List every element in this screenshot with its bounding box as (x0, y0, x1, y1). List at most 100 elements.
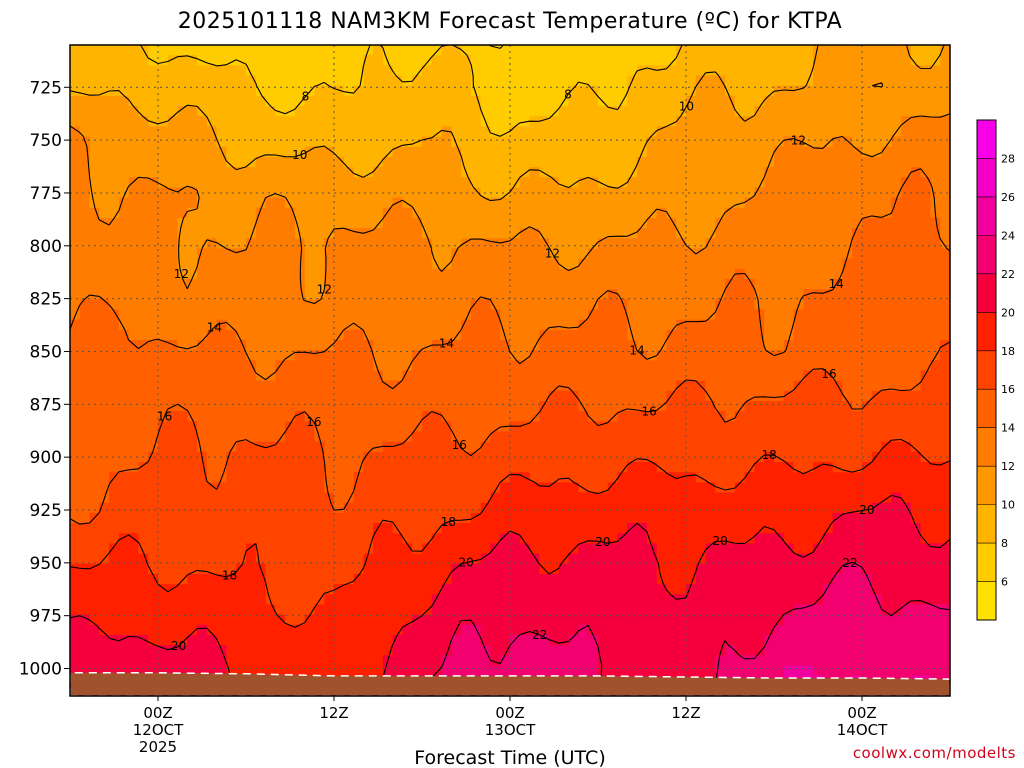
temperature-cell (490, 258, 501, 270)
temperature-cell (862, 543, 873, 555)
temperature-cell (265, 136, 276, 148)
temperature-cell (881, 441, 892, 453)
temperature-cell (461, 370, 472, 382)
temperature-cell (754, 55, 765, 66)
temperature-cell (862, 299, 873, 311)
temperature-cell (412, 116, 423, 127)
temperature-cell (676, 85, 687, 97)
temperature-cell (363, 309, 374, 321)
temperature-cell (705, 106, 716, 117)
temperature-cell (109, 248, 120, 260)
temperature-cell (490, 451, 501, 463)
temperature-cell (744, 248, 756, 260)
temperature-cell (373, 217, 384, 229)
temperature-cell (89, 116, 100, 127)
temperature-cell (461, 584, 472, 595)
temperature-cell (783, 462, 795, 473)
temperature-cell (392, 126, 404, 138)
temperature-cell (402, 350, 413, 361)
temperature-cell (402, 217, 413, 229)
temperature-cell (402, 95, 413, 107)
temperature-cell (764, 278, 775, 290)
temperature-cell (187, 370, 198, 382)
temperature-cell (500, 85, 511, 97)
temperature-cell (197, 350, 208, 361)
temperature-cell (764, 146, 775, 158)
temperature-cell (588, 350, 599, 361)
temperature-cell (500, 299, 511, 311)
temperature-cell (920, 248, 932, 260)
temperature-cell (441, 523, 452, 534)
temperature-cell (725, 462, 736, 473)
temperature-cell (70, 339, 81, 351)
temperature-cell (422, 482, 433, 494)
temperature-cell (314, 451, 325, 463)
temperature-cell (422, 55, 433, 66)
temperature-cell (881, 248, 892, 260)
temperature-cell (353, 65, 364, 77)
temperature-cell (666, 543, 677, 555)
temperature-cell (822, 431, 834, 443)
temperature-cell (764, 543, 775, 555)
temperature-cell (236, 207, 247, 219)
temperature-cell (412, 75, 423, 87)
temperature-cell (529, 207, 540, 219)
temperature-cell (118, 492, 130, 504)
temperature-cell (500, 390, 511, 402)
temperature-cell (822, 278, 834, 290)
temperature-cell (842, 187, 853, 199)
temperature-cell (568, 553, 580, 565)
temperature-cell (549, 350, 560, 361)
temperature-cell (920, 106, 932, 117)
temperature-cell (588, 594, 599, 606)
temperature-cell (79, 584, 91, 595)
temperature-cell (852, 95, 863, 107)
temperature-cell (930, 492, 941, 504)
temperature-cell (871, 380, 883, 392)
temperature-cell (656, 492, 668, 504)
temperature-cell (304, 45, 316, 56)
temperature-cell (529, 85, 540, 97)
temperature-cell (656, 411, 668, 422)
temperature-cell (275, 45, 286, 56)
temperature-cell (392, 482, 404, 494)
temperature-cell (676, 584, 687, 595)
temperature-cell (920, 75, 932, 87)
temperature-cell (783, 563, 795, 575)
temperature-cell (568, 512, 580, 524)
temperature-cell (871, 309, 883, 321)
temperature-cell (118, 594, 130, 606)
temperature-cell (118, 217, 130, 229)
temperature-cell (891, 238, 902, 250)
temperature-cell (744, 268, 756, 280)
temperature-cell (676, 248, 687, 260)
temperature-cell (627, 65, 638, 77)
temperature-cell (148, 594, 159, 606)
temperature-cell (842, 75, 853, 87)
temperature-cell (109, 370, 120, 382)
temperature-cell (334, 329, 345, 341)
temperature-cell (930, 258, 941, 270)
temperature-cell (431, 502, 443, 514)
temperature-cell (842, 462, 853, 473)
temperature-cell (480, 106, 492, 117)
temperature-cell (265, 594, 276, 606)
temperature-cell (940, 584, 950, 595)
temperature-cell (754, 329, 765, 341)
temperature-cell (568, 594, 580, 606)
temperature-cell (793, 197, 804, 209)
temperature-cell (451, 197, 462, 209)
temperature-cell (89, 228, 100, 239)
temperature-cell (519, 258, 531, 270)
temperature-cell (128, 258, 140, 270)
temperature-cell (793, 75, 804, 87)
temperature-cell (324, 95, 335, 107)
temperature-cell (206, 421, 218, 433)
temperature-cell (558, 401, 570, 412)
temperature-cell (539, 85, 550, 97)
temperature-cell (255, 197, 267, 209)
temperature-cell (705, 451, 716, 463)
temperature-cell (265, 533, 276, 545)
temperature-cell (891, 543, 902, 555)
temperature-cell (656, 319, 668, 331)
